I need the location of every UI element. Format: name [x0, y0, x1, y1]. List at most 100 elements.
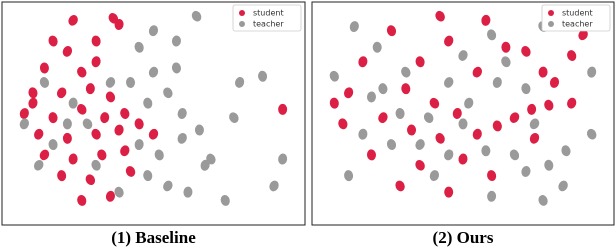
point-cluster: [521, 166, 531, 177]
point-cluster: [105, 91, 116, 103]
point-cluster: [509, 149, 520, 161]
point-cluster: [444, 149, 454, 161]
point-cluster: [91, 56, 101, 68]
point-cluster: [91, 128, 101, 140]
point-cluster: [200, 159, 210, 171]
point-cluster: [487, 29, 497, 41]
point-cluster: [278, 103, 288, 115]
point-cluster: [395, 108, 405, 119]
point-cluster: [148, 128, 159, 140]
point-cluster: [163, 180, 173, 192]
legend-box: [541, 4, 611, 32]
point-cluster: [527, 103, 537, 115]
point-cluster: [68, 15, 78, 26]
point-cluster: [19, 108, 29, 119]
point-cluster: [105, 77, 116, 88]
point-cluster: [464, 97, 474, 109]
legend-marker: [239, 21, 245, 27]
point-cluster: [481, 145, 491, 157]
point-cluster: [415, 56, 425, 68]
point-cluster: [567, 50, 577, 61]
point-cluster: [444, 186, 454, 198]
point-cluster: [415, 139, 425, 150]
point-cluster: [538, 66, 548, 78]
point-cluster: [120, 108, 130, 119]
point-cluster: [191, 10, 202, 22]
point-cluster: [48, 139, 58, 151]
point-cluster: [28, 97, 38, 109]
legend-label: teacher: [562, 20, 593, 29]
point-cluster: [509, 112, 520, 123]
point-cluster: [33, 159, 44, 171]
point-cluster: [28, 87, 38, 99]
point-cluster: [100, 112, 110, 124]
legend-marker: [548, 10, 554, 16]
point-cluster: [154, 149, 164, 161]
point-cluster: [68, 153, 78, 165]
point-cluster: [472, 128, 482, 140]
point-cluster: [114, 186, 124, 198]
point-cluster: [358, 56, 368, 68]
point-cluster: [558, 180, 568, 192]
point-cluster: [415, 159, 425, 171]
point-cluster: [85, 83, 95, 95]
point-cluster: [134, 139, 144, 151]
point-cluster: [194, 124, 204, 136]
point-cluster: [148, 25, 159, 37]
point-cluster: [329, 70, 339, 82]
caption: (1) Baseline: [111, 228, 196, 247]
point-cluster: [458, 50, 468, 61]
point-cluster: [278, 153, 288, 165]
point-cluster: [386, 25, 397, 37]
point-cluster: [163, 87, 173, 99]
point-cluster: [344, 87, 354, 99]
point-cluster: [329, 97, 339, 109]
panel-frame: [311, 1, 615, 226]
point-cluster: [126, 76, 136, 88]
point-cluster: [452, 108, 462, 119]
point-cluster: [435, 132, 445, 144]
point-cluster: [521, 46, 531, 57]
point-cluster: [34, 128, 44, 140]
point-cluster: [229, 112, 239, 123]
point-cluster: [39, 77, 50, 88]
point-cluster: [134, 118, 144, 130]
point-cluster: [521, 83, 531, 95]
point-cluster: [269, 180, 279, 192]
point-cluster: [114, 124, 124, 136]
point-cluster: [529, 132, 540, 144]
point-cluster: [77, 194, 87, 206]
point-cluster: [435, 10, 445, 22]
point-cluster: [544, 99, 554, 111]
point-cluster: [120, 145, 130, 157]
point-cluster: [48, 35, 58, 47]
point-cluster: [108, 13, 119, 24]
point-cluster: [143, 170, 153, 182]
point-cluster: [338, 118, 348, 130]
point-cluster: [492, 76, 502, 88]
point-cluster: [68, 97, 78, 109]
point-cluster: [62, 132, 72, 144]
point-cluster: [472, 66, 483, 78]
point-cluster: [492, 120, 502, 132]
point-cluster: [401, 66, 411, 78]
point-cluster: [401, 83, 411, 95]
point-cluster: [372, 41, 382, 53]
point-cluster: [76, 104, 87, 115]
point-cluster: [349, 21, 359, 33]
point-cluster: [358, 128, 368, 140]
legend-label: student: [253, 9, 284, 18]
point-cluster: [481, 14, 491, 26]
point-cluster: [220, 194, 230, 206]
point-cluster: [567, 97, 577, 109]
point-cluster: [549, 77, 560, 88]
legend-marker: [239, 10, 245, 16]
point-cluster: [77, 66, 87, 78]
point-cluster: [458, 118, 468, 130]
point-cluster: [97, 149, 107, 161]
point-cluster: [171, 62, 181, 74]
point-cluster: [578, 29, 588, 41]
point-cluster: [586, 128, 597, 140]
